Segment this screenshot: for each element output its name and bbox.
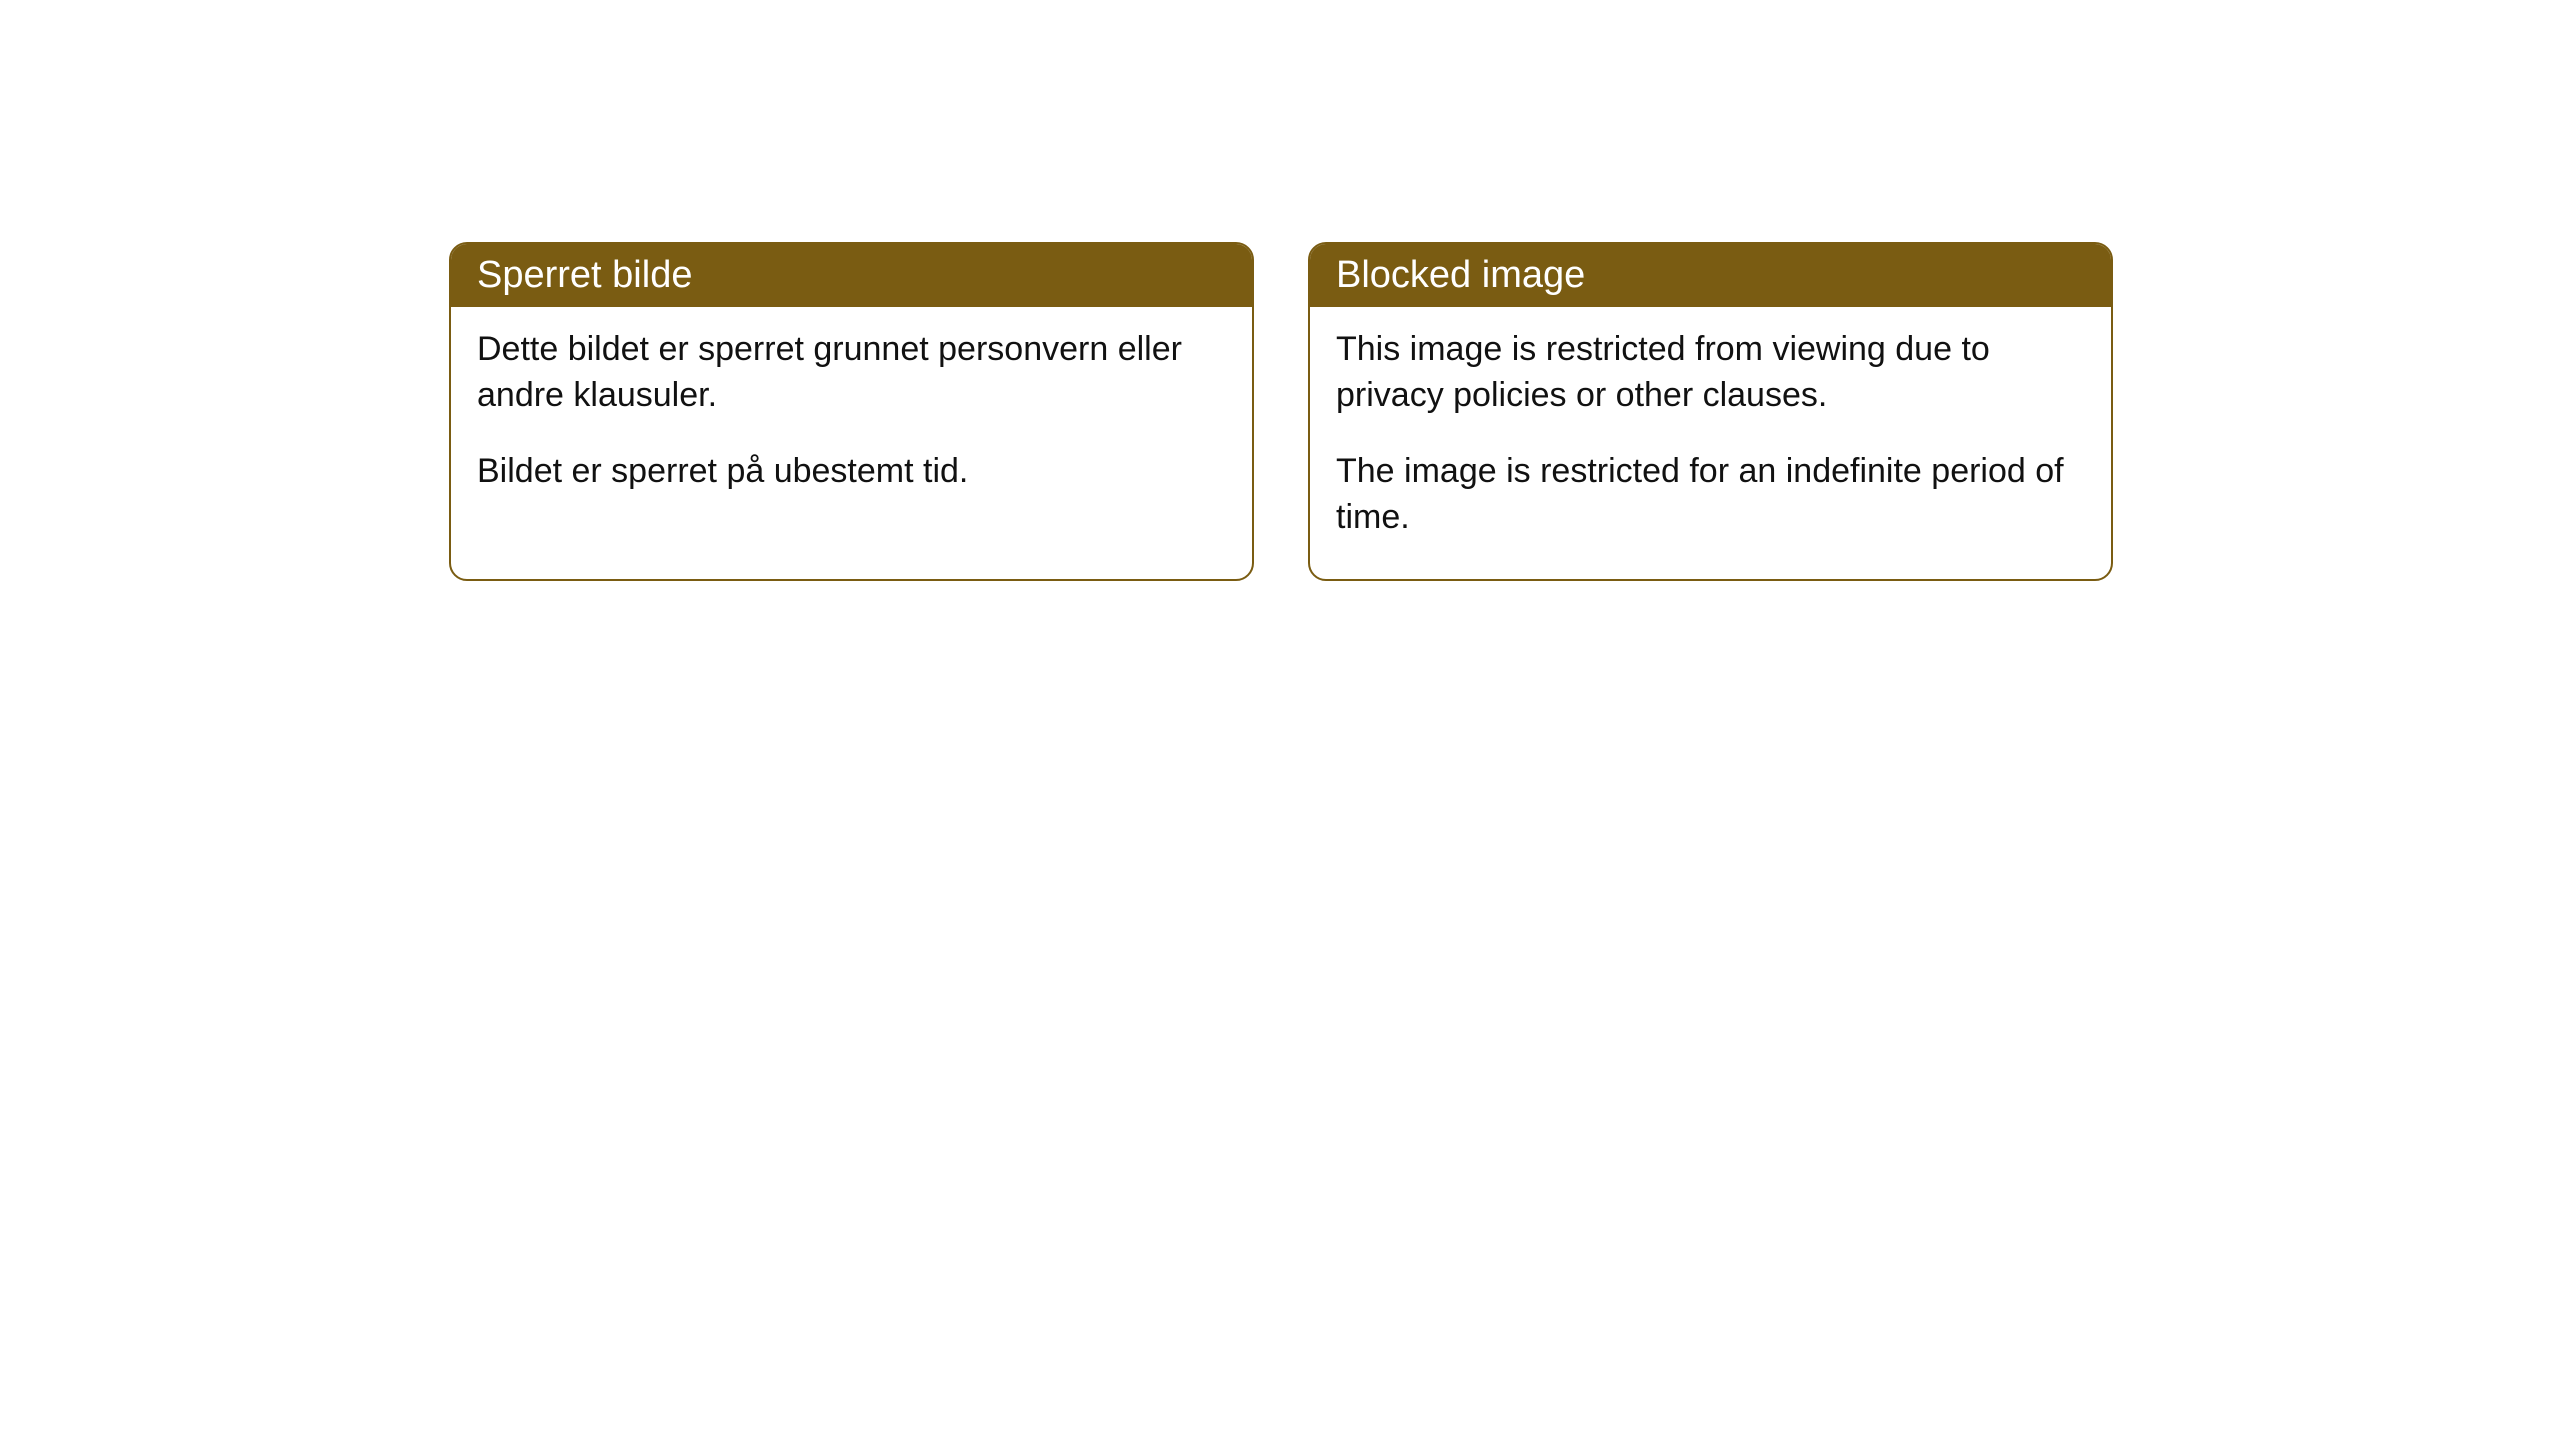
card-body-english: This image is restricted from viewing du… <box>1310 307 2111 579</box>
card-para1-english: This image is restricted from viewing du… <box>1336 327 2085 419</box>
card-para2-norwegian: Bildet er sperret på ubestemt tid. <box>477 449 1226 495</box>
cards-container: Sperret bilde Dette bildet er sperret gr… <box>449 242 2113 581</box>
card-para1-norwegian: Dette bildet er sperret grunnet personve… <box>477 327 1226 419</box>
card-body-norwegian: Dette bildet er sperret grunnet personve… <box>451 307 1252 533</box>
card-title-norwegian: Sperret bilde <box>477 254 692 296</box>
card-header-english: Blocked image <box>1310 244 2111 307</box>
card-para2-english: The image is restricted for an indefinit… <box>1336 449 2085 541</box>
card-norwegian: Sperret bilde Dette bildet er sperret gr… <box>449 242 1254 581</box>
card-title-english: Blocked image <box>1336 254 1585 296</box>
card-header-norwegian: Sperret bilde <box>451 244 1252 307</box>
card-english: Blocked image This image is restricted f… <box>1308 242 2113 581</box>
